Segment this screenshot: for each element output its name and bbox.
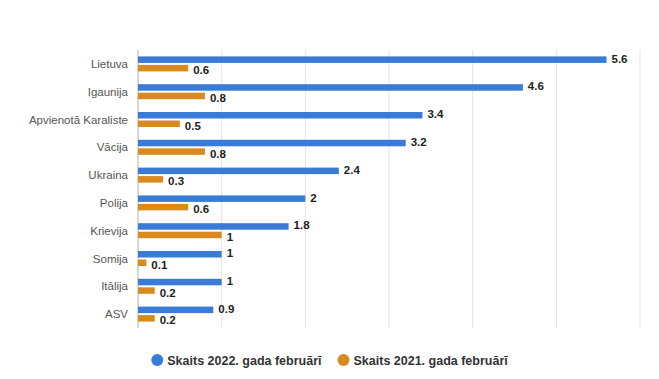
grid-line — [472, 50, 473, 328]
bar — [138, 140, 406, 147]
legend-label: Skaits 2021. gada februārī — [354, 354, 509, 368]
category-label: Igaunija — [88, 86, 129, 98]
bar — [138, 65, 188, 72]
category-label: Somija — [93, 253, 129, 265]
bar — [138, 315, 155, 322]
category-label: Krievija — [90, 225, 128, 237]
bar — [138, 148, 205, 155]
bar — [138, 56, 607, 63]
chart: Lietuva Igaunija Apvienotā Karaliste Vācija… — [0, 0, 659, 379]
bar — [138, 232, 222, 239]
legend: Skaits 2022. gada februārī Skaits 2021. g… — [151, 354, 508, 368]
data-label: 1 — [227, 275, 234, 287]
category-label: Vācija — [97, 141, 129, 153]
category-label: Itālija — [101, 280, 128, 292]
data-label: 4.6 — [528, 80, 544, 92]
bar — [138, 93, 205, 100]
grid-line — [640, 50, 641, 328]
data-label: 0.9 — [218, 303, 234, 315]
category-label: Ukraina — [88, 169, 128, 181]
category-label: ASV — [105, 308, 128, 320]
bar — [138, 84, 523, 91]
data-label: 1 — [227, 231, 234, 243]
data-label: 3.4 — [427, 108, 444, 120]
data-label: 3.2 — [411, 136, 427, 148]
data-label: 1.8 — [294, 219, 311, 231]
bar — [138, 251, 222, 258]
bar — [138, 287, 155, 294]
data-label: 1 — [227, 247, 234, 259]
data-label: 0.2 — [160, 287, 176, 299]
bar — [138, 112, 422, 119]
category-label: Lietuva — [91, 58, 129, 70]
legend-marker — [151, 354, 163, 366]
data-label: 5.6 — [612, 53, 628, 65]
bar — [138, 176, 163, 183]
category-label: Polija — [100, 197, 129, 209]
category-label: Apvienotā Karaliste — [29, 114, 128, 126]
data-label: 0.8 — [210, 148, 227, 160]
axis-line — [138, 50, 139, 328]
bars — [138, 56, 607, 321]
data-label: 0.8 — [210, 92, 227, 104]
grid-line — [389, 50, 390, 328]
data-label: 0.3 — [168, 175, 184, 187]
bar — [138, 307, 213, 314]
data-label: 0.5 — [185, 120, 202, 132]
grid-line — [556, 50, 557, 328]
bar — [138, 260, 146, 267]
data-label: 0.6 — [193, 203, 209, 215]
data-label: 0.2 — [160, 314, 176, 326]
legend-label: Skaits 2022. gada februārī — [167, 354, 322, 368]
grid-line — [305, 50, 306, 328]
data-label: 0.6 — [193, 64, 209, 76]
data-label: 2 — [310, 192, 316, 204]
bar — [138, 279, 222, 286]
bar — [138, 195, 305, 202]
legend-marker — [338, 354, 350, 366]
data-label: 0.1 — [151, 259, 168, 271]
bar — [138, 168, 339, 175]
bar — [138, 204, 188, 211]
data-label: 2.4 — [344, 164, 361, 176]
bar — [138, 223, 289, 230]
bar — [138, 121, 180, 128]
